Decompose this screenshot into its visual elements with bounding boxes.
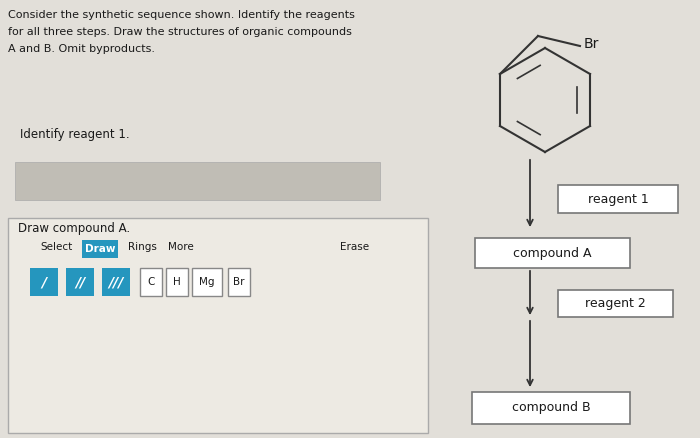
Text: Br: Br	[233, 277, 245, 287]
Bar	[228, 268, 250, 296]
Text: reagent 2: reagent 2	[585, 297, 646, 310]
Bar	[15, 162, 380, 200]
Text: C: C	[147, 277, 155, 287]
Text: for all three steps. Draw the structures of organic compounds: for all three steps. Draw the structures…	[8, 27, 352, 37]
Bar	[30, 268, 58, 296]
Text: reagent 1: reagent 1	[587, 192, 648, 205]
Text: compound B: compound B	[512, 402, 590, 414]
Bar	[66, 268, 94, 296]
Text: ///: ///	[108, 275, 124, 289]
Bar	[140, 268, 162, 296]
Text: More: More	[168, 242, 194, 252]
Text: Mg: Mg	[199, 277, 215, 287]
Bar	[472, 392, 630, 424]
Text: H: H	[173, 277, 181, 287]
Bar	[166, 268, 188, 296]
Bar	[558, 185, 678, 213]
Text: Identify reagent 1.: Identify reagent 1.	[20, 128, 130, 141]
Bar	[475, 238, 630, 268]
Bar	[82, 240, 118, 258]
Text: Draw: Draw	[85, 244, 116, 254]
Text: Rings: Rings	[128, 242, 157, 252]
Text: compound A: compound A	[513, 247, 592, 259]
Text: A and B. Omit byproducts.: A and B. Omit byproducts.	[8, 44, 155, 54]
Text: Draw compound A.: Draw compound A.	[18, 222, 130, 235]
Text: Erase: Erase	[340, 242, 369, 252]
Text: Br: Br	[584, 37, 599, 51]
Text: Consider the synthetic sequence shown. Identify the reagents: Consider the synthetic sequence shown. I…	[8, 10, 355, 20]
Text: Select: Select	[40, 242, 72, 252]
Bar	[192, 268, 222, 296]
Text: //: //	[75, 275, 85, 289]
Bar	[558, 290, 673, 317]
Bar	[8, 218, 428, 433]
Text: /: /	[41, 275, 47, 289]
Bar	[102, 268, 130, 296]
